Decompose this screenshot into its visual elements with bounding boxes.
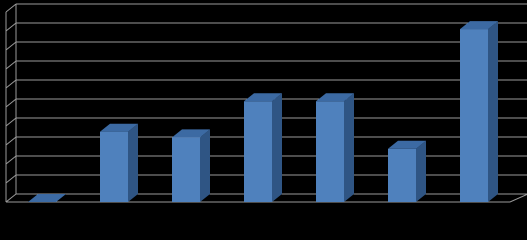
bar <box>460 29 488 202</box>
bar-top <box>388 140 426 149</box>
bar-top <box>28 194 66 202</box>
bar-side <box>200 129 210 202</box>
chart <box>5 3 527 203</box>
bar-side <box>488 21 498 202</box>
bar-side <box>344 93 354 202</box>
bar <box>172 137 200 202</box>
bar <box>316 101 344 202</box>
bar <box>388 148 416 202</box>
side-grid-line <box>5 155 17 165</box>
side-grid-line <box>5 117 17 127</box>
side-grid-line <box>5 193 17 203</box>
side-grid-line <box>5 79 17 89</box>
bar <box>100 131 128 202</box>
side-grid-line <box>5 98 17 108</box>
bar-top <box>316 93 354 102</box>
side-grid-line <box>5 60 17 70</box>
side-grid-line <box>5 174 17 184</box>
page: {"chart_data": {"type": "bar3d", "catego… <box>5 3 527 203</box>
bar-side <box>128 123 138 202</box>
side-grid-line <box>5 136 17 146</box>
side-grid-line <box>5 22 17 32</box>
bar-top <box>460 21 498 30</box>
side-grid-line <box>5 41 17 51</box>
side-grid-line <box>5 3 17 13</box>
bar-top <box>172 129 210 138</box>
bar-side <box>416 140 426 202</box>
bar-top <box>100 123 138 132</box>
bar-top <box>244 93 282 102</box>
bar-side <box>272 93 282 202</box>
bar <box>244 101 272 202</box>
